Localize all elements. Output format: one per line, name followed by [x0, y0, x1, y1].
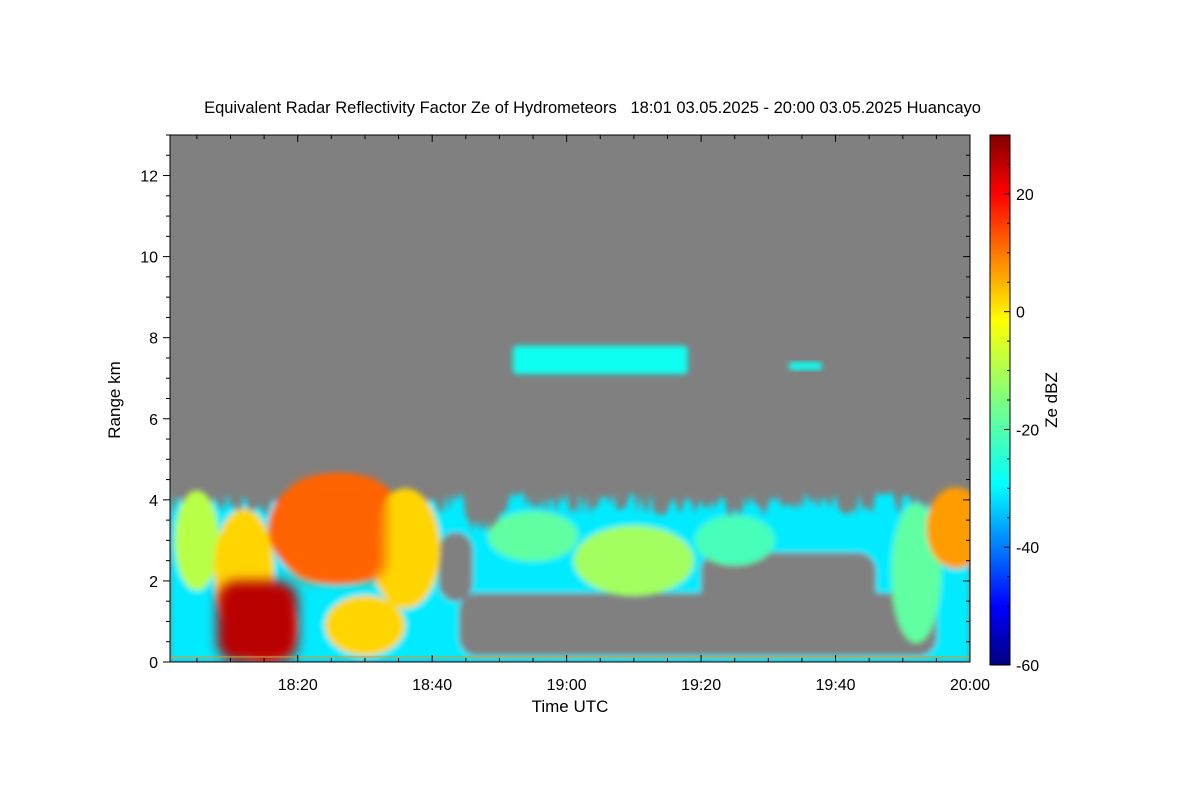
x-axis-label: Time UTC — [531, 697, 609, 716]
precipitation-shafts — [217, 580, 298, 662]
x-tick-label: 18:40 — [412, 677, 452, 694]
echo-cell — [370, 488, 441, 609]
x-tick-label: 19:20 — [681, 677, 721, 694]
no-echo-region — [600, 607, 702, 656]
y-tick-label: 0 — [149, 655, 158, 672]
y-tick-label: 8 — [149, 331, 158, 348]
x-tick-label: 19:40 — [816, 677, 856, 694]
no-echo-region — [438, 532, 473, 602]
eastern-core — [936, 491, 970, 561]
colorbar-tick-label: -60 — [1016, 658, 1039, 675]
chart-title: Equivalent Radar Reflectivity Factor Ze … — [204, 99, 981, 117]
convective-core — [291, 479, 386, 581]
upper-cloud-patch — [788, 362, 823, 371]
echo-cell — [324, 595, 405, 656]
y-tick-label: 6 — [149, 412, 158, 429]
y-tick-label: 4 — [149, 493, 158, 510]
echo-cell — [573, 525, 694, 596]
colorbar-tick-label: 20 — [1016, 187, 1034, 204]
surface-clutter-line — [170, 655, 970, 658]
echo-cell — [174, 490, 219, 591]
echo-cell — [488, 511, 579, 562]
colorbar-tick-label: -20 — [1016, 422, 1039, 439]
echo-cell — [694, 515, 775, 566]
x-tick-label: 18:20 — [278, 677, 318, 694]
upper-cloud-patch — [512, 345, 688, 375]
x-tick-label: 19:00 — [547, 677, 587, 694]
colorbar-tick-label: -40 — [1016, 540, 1039, 557]
y-tick-label: 12 — [140, 169, 158, 186]
x-tick-label: 20:00 — [950, 677, 990, 694]
y-tick-label: 10 — [140, 250, 158, 267]
colorbar-tick-label: 0 — [1016, 305, 1025, 322]
no-echo-region — [701, 552, 876, 656]
y-tick-label: 2 — [149, 574, 158, 591]
